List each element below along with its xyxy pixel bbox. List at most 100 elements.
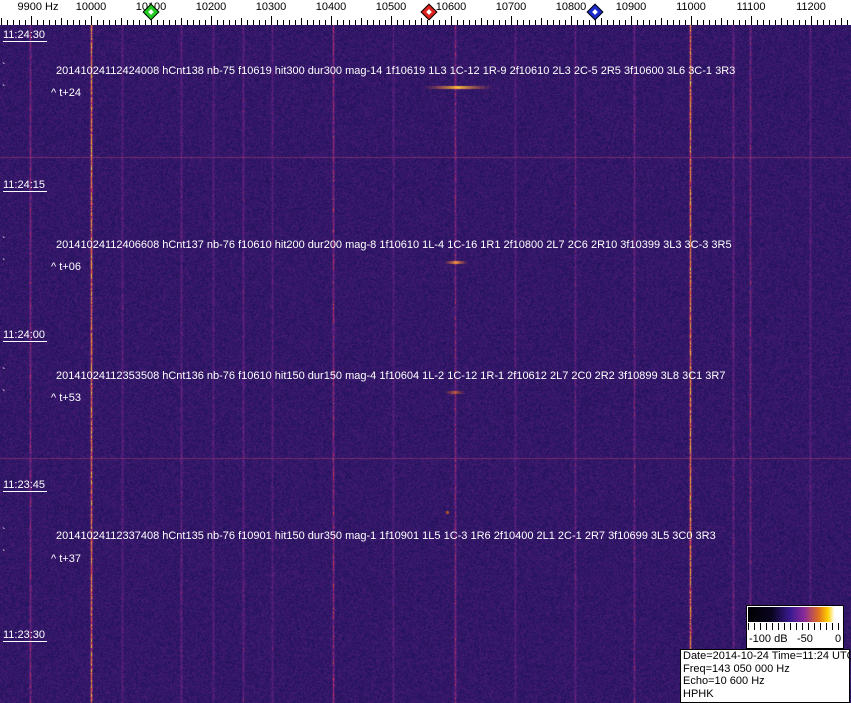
freq-tick — [115, 20, 116, 25]
freq-tick — [91, 16, 92, 25]
freq-tick — [307, 20, 308, 25]
freq-tick — [613, 20, 614, 25]
freq-tick — [109, 20, 110, 25]
freq-tick — [721, 18, 722, 25]
info-box: Date=2014-10-24 Time=11:24 UTC Freq=143 … — [680, 649, 850, 703]
freq-tick — [727, 20, 728, 25]
freq-tick — [559, 20, 560, 25]
detection-offset: ^ t+53 — [51, 392, 81, 404]
freq-tick — [13, 20, 14, 25]
time-label: 11:23:45 — [3, 479, 47, 492]
waterfall-spectrogram — [0, 25, 851, 703]
freq-tick — [355, 20, 356, 25]
freq-tick — [415, 20, 416, 25]
freq-tick — [295, 20, 296, 25]
freq-tick — [55, 20, 56, 25]
freq-tick — [505, 20, 506, 25]
freq-tick — [697, 20, 698, 25]
freq-tick — [253, 20, 254, 25]
freq-tick — [391, 16, 392, 25]
freq-tick — [679, 20, 680, 25]
freq-tick — [67, 20, 68, 25]
colorbar-label-max: 0 — [835, 633, 841, 645]
colorbar-ticks — [748, 623, 842, 630]
freq-tick — [469, 20, 470, 25]
freq-tick — [97, 20, 98, 25]
freq-tick — [799, 20, 800, 25]
freq-tick — [301, 18, 302, 25]
freq-tick — [211, 16, 212, 25]
freq-tick — [331, 16, 332, 25]
freq-tick — [145, 20, 146, 25]
info-frequency: Freq=143 050 000 Hz — [683, 663, 849, 676]
freq-tick — [829, 20, 830, 25]
freq-tick — [781, 18, 782, 25]
freq-tick — [841, 18, 842, 25]
event-tick: ` — [2, 367, 5, 378]
freq-tick — [199, 20, 200, 25]
freq-tick — [343, 20, 344, 25]
freq-tick — [511, 16, 512, 25]
freq-tick — [709, 20, 710, 25]
freq-tick — [379, 20, 380, 25]
freq-tick — [517, 20, 518, 25]
freq-tick — [655, 20, 656, 25]
freq-tick — [193, 20, 194, 25]
freq-tick — [157, 20, 158, 25]
freq-tick — [823, 20, 824, 25]
freq-tick — [805, 20, 806, 25]
freq-tick — [277, 20, 278, 25]
detection-offset: ^ t+24 — [51, 87, 81, 99]
freq-tick — [565, 20, 566, 25]
freq-tick — [49, 20, 50, 25]
freq-tick-label: 10300 — [256, 1, 287, 13]
freq-tick — [751, 16, 752, 25]
info-date-time: Date=2014-10-24 Time=11:24 UTC — [683, 650, 849, 663]
freq-tick — [835, 20, 836, 25]
freq-tick — [451, 16, 452, 25]
freq-tick — [37, 20, 38, 25]
freq-tick — [361, 18, 362, 25]
freq-tick — [121, 18, 122, 25]
freq-tick — [187, 20, 188, 25]
freq-tick — [229, 20, 230, 25]
freq-tick — [673, 20, 674, 25]
freq-tick — [25, 20, 26, 25]
freq-tick — [403, 20, 404, 25]
freq-tick — [265, 20, 266, 25]
time-label: 11:23:30 — [3, 629, 47, 642]
event-tick: ` — [2, 549, 5, 560]
freq-tick — [181, 18, 182, 25]
freq-tick — [757, 20, 758, 25]
freq-tick — [445, 20, 446, 25]
freq-tick — [601, 18, 602, 25]
freq-tick — [847, 20, 848, 25]
freq-tick — [625, 20, 626, 25]
detection-text: 20141024112337408 hCnt135 nb-76 f10901 h… — [56, 530, 716, 542]
freq-tick — [31, 16, 32, 25]
freq-tick — [523, 20, 524, 25]
freq-tick — [43, 20, 44, 25]
freq-tick — [325, 20, 326, 25]
freq-tick — [661, 18, 662, 25]
freq-tick — [535, 20, 536, 25]
colorbar-gradient — [748, 607, 842, 622]
freq-tick — [421, 18, 422, 25]
time-label: 11:24:15 — [3, 179, 47, 192]
freq-tick — [619, 20, 620, 25]
time-label: 11:24:30 — [3, 29, 47, 42]
freq-tick-label: 10700 — [496, 1, 527, 13]
freq-tick — [409, 20, 410, 25]
freq-tick-label: 10800 — [556, 1, 587, 13]
freq-tick — [133, 20, 134, 25]
colorbar-label-mid: -50 — [797, 633, 813, 645]
freq-tick — [313, 20, 314, 25]
event-tick: ` — [2, 258, 5, 269]
freq-tick — [139, 20, 140, 25]
freq-tick-label: 10200 — [196, 1, 227, 13]
freq-tick — [667, 20, 668, 25]
freq-tick — [241, 18, 242, 25]
freq-tick — [649, 20, 650, 25]
freq-tick — [367, 20, 368, 25]
freq-tick — [481, 18, 482, 25]
